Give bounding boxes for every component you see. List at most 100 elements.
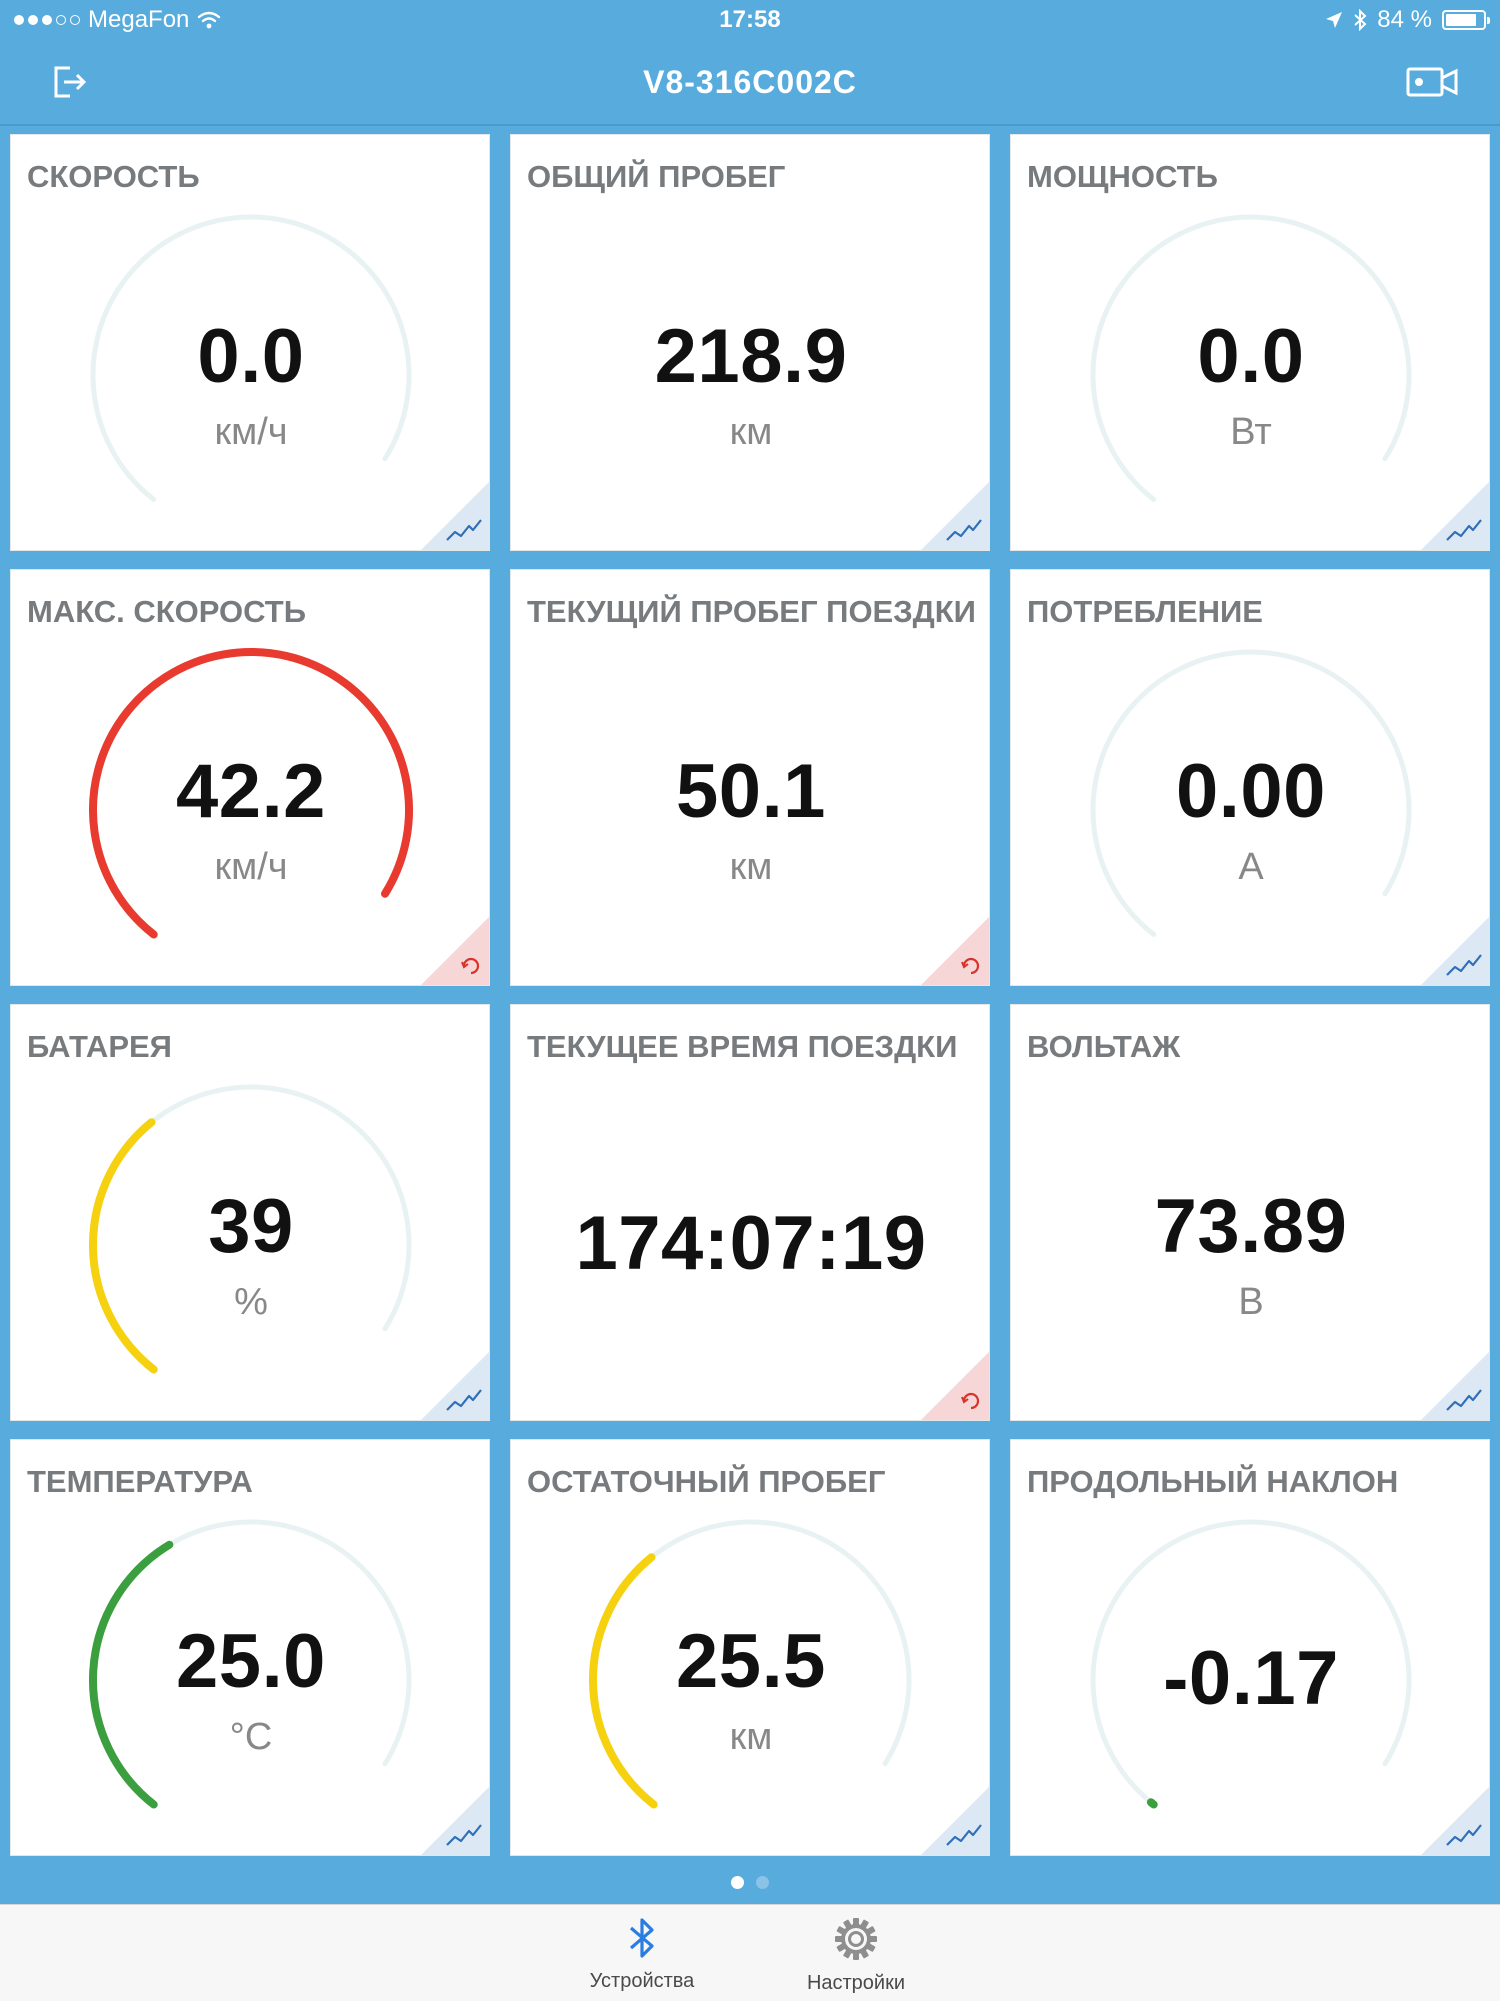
speed-gauge (90, 214, 412, 503)
power-history-chart-icon[interactable] (1421, 482, 1489, 550)
card-trip-time[interactable]: ТЕКУЩЕЕ ВРЕМЯ ПОЕЗДКИ 174:07:19 (510, 1004, 990, 1421)
trip-time-value: 174:07:19 (575, 1201, 927, 1286)
trip-mileage-value: 50.1 (676, 749, 826, 834)
card-speed[interactable]: СКОРОСТЬ 0.0 км/ч (10, 134, 490, 551)
remaining-range-gauge-fill (589, 1553, 658, 1809)
pitch-gauge-track (1090, 1519, 1412, 1808)
temperature-gauge-fill (89, 1540, 174, 1809)
remaining-range-value: 25.5 (676, 1619, 826, 1704)
card-voltage[interactable]: ВОЛЬТАЖ 73.89 В (1010, 1004, 1490, 1421)
current-unit: А (1238, 846, 1264, 888)
temperature-value: 25.0 (176, 1619, 326, 1704)
card-total-mileage[interactable]: ОБЩИЙ ПРОБЕГ 218.9 км (510, 134, 990, 551)
total-mileage-unit: км (729, 411, 773, 453)
total-mileage-history-chart-icon[interactable] (921, 482, 989, 550)
max-speed-value: 42.2 (176, 749, 326, 834)
video-camera-icon (1406, 67, 1458, 97)
voltage-value: 73.89 (1154, 1184, 1348, 1269)
max-speed-title: МАКС. СКОРОСТЬ (27, 594, 306, 629)
status-right: 84 % (1325, 6, 1490, 34)
temperature-history-chart-icon[interactable] (421, 1787, 489, 1855)
speed-unit: км/ч (214, 411, 288, 453)
trip-mileage-title: ТЕКУЩИЙ ПРОБЕГ ПОЕЗДКИ (527, 594, 976, 629)
temperature-title: ТЕМПЕРАТУРА (27, 1464, 253, 1499)
navigation-bar: V8-316C002C (0, 40, 1500, 124)
page-indicator[interactable] (0, 1876, 1500, 1892)
tab-settings-label: Настройки (806, 1972, 906, 1994)
status-time: 17:58 (719, 6, 781, 33)
nav-divider (0, 124, 1500, 126)
remaining-range-gauge (589, 1519, 912, 1809)
speed-gauge-track (90, 214, 412, 503)
max-speed-unit: км/ч (214, 846, 288, 888)
card-max-speed[interactable]: МАКС. СКОРОСТЬ 42.2 км/ч (10, 569, 490, 986)
trip-time-title: ТЕКУЩЕЕ ВРЕМЯ ПОЕЗДКИ (527, 1029, 958, 1064)
max-speed-gauge (89, 648, 413, 939)
remaining-range-unit: км (729, 1716, 773, 1758)
speed-value: 0.0 (197, 314, 305, 399)
battery-value: 39 (208, 1184, 294, 1269)
pitch-title: ПРОДОЛЬНЫЙ НАКЛОН (1027, 1464, 1399, 1499)
speed-history-chart-icon[interactable] (421, 482, 489, 550)
dashboard-grid: СКОРОСТЬ 0.0 км/ч ОБЩИЙ ПРОБЕГ 218.9 км МОЩНОС… (10, 134, 1490, 1856)
remaining-range-history-chart-icon[interactable] (921, 1787, 989, 1855)
temperature-gauge (89, 1519, 412, 1809)
battery-history-chart-icon[interactable] (421, 1352, 489, 1420)
bluetooth-icon (629, 1918, 654, 1958)
card-remaining-range[interactable]: ОСТАТОЧНЫЙ ПРОБЕГ 25.5 км (510, 1439, 990, 1856)
status-left: MegaFon (14, 6, 221, 34)
max-speed-gauge-fill (89, 648, 413, 939)
location-arrow-icon (1326, 12, 1343, 28)
card-current[interactable]: ПОТРЕБЛЕНИЕ 0.00 А (1010, 569, 1490, 986)
page-dot[interactable] (731, 1876, 744, 1889)
battery-gauge-fill (89, 1118, 158, 1374)
tab-bar: Устройства Настройки (0, 1904, 1500, 2001)
video-record-button[interactable] (1404, 60, 1460, 104)
power-value: 0.0 (1197, 314, 1305, 399)
current-gauge-track (1090, 649, 1412, 938)
card-battery[interactable]: БАТАРЕЯ 39% (10, 1004, 490, 1421)
current-title: ПОТРЕБЛЕНИЕ (1027, 594, 1263, 629)
speed-title: СКОРОСТЬ (27, 159, 200, 194)
signal-strength-icon (14, 15, 80, 25)
page-title: V8-316C002C (643, 64, 857, 100)
voltage-unit: В (1238, 1281, 1264, 1323)
pitch-history-chart-icon[interactable] (1421, 1787, 1489, 1855)
wifi-icon (198, 11, 221, 29)
card-power[interactable]: МОЩНОСТЬ 0.0 Вт (1010, 134, 1490, 551)
bluetooth-status-icon (1354, 9, 1367, 31)
page-dot[interactable] (756, 1876, 769, 1889)
battery-gauge (89, 1084, 412, 1374)
temperature-unit: °C (229, 1716, 273, 1758)
trip-time-reset-icon[interactable] (921, 1352, 989, 1420)
power-gauge-track (1090, 214, 1412, 503)
card-trip-mileage[interactable]: ТЕКУЩИЙ ПРОБЕГ ПОЕЗДКИ 50.1 км (510, 569, 990, 986)
battery-icon (1442, 10, 1490, 30)
card-pitch[interactable]: ПРОДОЛЬНЫЙ НАКЛОН -0.17 (1010, 1439, 1490, 1856)
pitch-gauge (1090, 1519, 1412, 1809)
power-title: МОЩНОСТЬ (1027, 159, 1218, 194)
voltage-history-chart-icon[interactable] (1421, 1352, 1489, 1420)
trip-mileage-reset-icon[interactable] (921, 917, 989, 985)
total-mileage-title: ОБЩИЙ ПРОБЕГ (527, 159, 786, 194)
battery-percent: 84 % (1377, 6, 1432, 33)
logout-button[interactable] (46, 60, 94, 104)
power-unit: Вт (1230, 411, 1272, 453)
trip-mileage-unit: км (729, 846, 773, 888)
logout-icon (54, 66, 87, 98)
tab-settings[interactable]: Настройки (776, 1915, 936, 1995)
pitch-gauge-fill (1146, 1798, 1158, 1809)
card-temperature[interactable]: ТЕМПЕРАТУРА 25.0 °C (10, 1439, 490, 1856)
voltage-title: ВОЛЬТАЖ (1027, 1029, 1181, 1064)
carrier-name: MegaFon (88, 6, 190, 33)
tab-devices[interactable]: Устройства (562, 1915, 722, 1993)
max-speed-reset-icon[interactable] (421, 917, 489, 985)
battery-title: БАТАРЕЯ (27, 1029, 172, 1064)
current-history-chart-icon[interactable] (1421, 917, 1489, 985)
remaining-range-title: ОСТАТОЧНЫЙ ПРОБЕГ (527, 1464, 886, 1499)
status-bar: MegaFon 17:58 84 % (0, 0, 1500, 40)
total-mileage-value: 218.9 (654, 314, 848, 399)
pitch-value: -0.17 (1163, 1636, 1339, 1721)
current-value: 0.00 (1176, 749, 1326, 834)
power-gauge (1090, 214, 1412, 503)
